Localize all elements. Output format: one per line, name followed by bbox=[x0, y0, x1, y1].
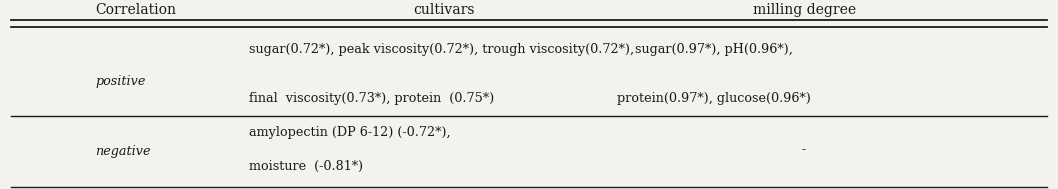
Text: milling degree: milling degree bbox=[752, 3, 856, 17]
Text: Correlation: Correlation bbox=[95, 3, 177, 17]
Text: protein(0.97*), glucose(0.96*): protein(0.97*), glucose(0.96*) bbox=[617, 92, 811, 105]
Text: amylopectin (DP 6-12) (-0.72*),: amylopectin (DP 6-12) (-0.72*), bbox=[249, 126, 451, 139]
Text: sugar(0.97*), pH(0.96*),: sugar(0.97*), pH(0.96*), bbox=[635, 43, 794, 56]
Text: negative: negative bbox=[95, 145, 150, 158]
Text: positive: positive bbox=[95, 75, 146, 88]
Text: sugar(0.72*), peak viscosity(0.72*), trough viscosity(0.72*),: sugar(0.72*), peak viscosity(0.72*), tro… bbox=[249, 43, 634, 56]
Text: cultivars: cultivars bbox=[414, 3, 475, 17]
Text: final  viscosity(0.73*), protein  (0.75*): final viscosity(0.73*), protein (0.75*) bbox=[249, 92, 494, 105]
Text: -: - bbox=[802, 143, 806, 156]
Text: moisture  (-0.81*): moisture (-0.81*) bbox=[249, 160, 363, 173]
